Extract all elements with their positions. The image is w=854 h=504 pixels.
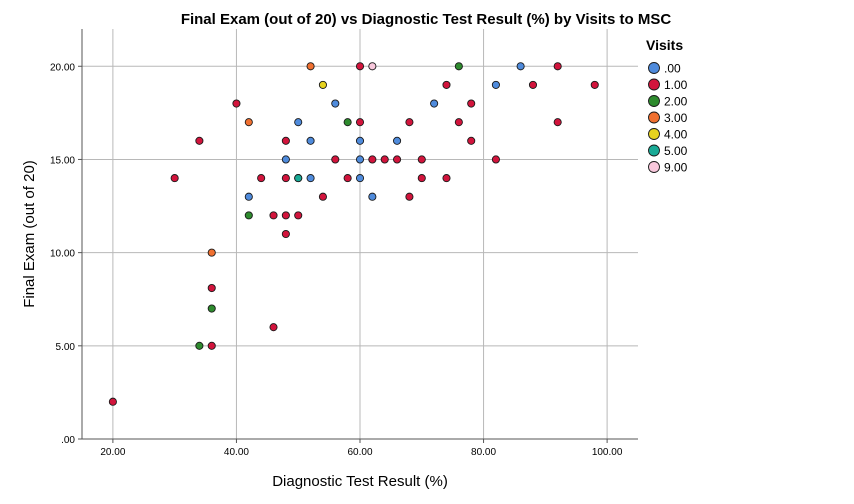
data-point bbox=[306, 62, 315, 71]
data-point bbox=[281, 211, 290, 220]
data-point bbox=[430, 99, 439, 108]
data-point bbox=[368, 62, 377, 71]
y-ticks: .00 5.00 10.00 15.00 20.00 bbox=[50, 62, 82, 446]
data-point bbox=[108, 397, 117, 406]
legend-label: 2.00 bbox=[664, 95, 688, 109]
legend-label: 5.00 bbox=[664, 144, 688, 158]
x-tick-label: 40.00 bbox=[224, 447, 249, 458]
data-point bbox=[244, 211, 253, 220]
data-point bbox=[491, 155, 500, 164]
data-point bbox=[269, 211, 278, 220]
data-point bbox=[257, 174, 266, 183]
data-point bbox=[331, 99, 340, 108]
y-tick-label: .00 bbox=[61, 435, 75, 446]
x-tick-label: 20.00 bbox=[100, 447, 125, 458]
legend-label: 9.00 bbox=[664, 161, 688, 175]
data-point bbox=[232, 99, 241, 108]
data-point bbox=[207, 248, 216, 257]
data-point bbox=[417, 155, 426, 164]
legend-label: 3.00 bbox=[664, 111, 688, 125]
points bbox=[108, 62, 599, 406]
data-point bbox=[195, 136, 204, 145]
data-point bbox=[442, 80, 451, 89]
data-point bbox=[516, 62, 525, 71]
data-point bbox=[343, 118, 352, 127]
data-point bbox=[318, 192, 327, 201]
y-tick-label: 10.00 bbox=[50, 249, 75, 260]
data-point bbox=[355, 155, 365, 164]
legend-label: 1.00 bbox=[664, 78, 688, 92]
data-point bbox=[170, 174, 179, 183]
y-tick-label: 20.00 bbox=[50, 62, 75, 73]
legend-marker bbox=[648, 62, 660, 74]
data-point bbox=[281, 174, 290, 183]
data-point bbox=[553, 118, 562, 127]
data-point bbox=[331, 155, 340, 164]
data-point bbox=[355, 62, 365, 71]
data-point bbox=[207, 341, 216, 350]
x-ticks: 20.00 40.00 60.00 80.00 100.00 bbox=[100, 439, 623, 458]
legend-title: Visits bbox=[646, 37, 683, 53]
data-point bbox=[454, 62, 463, 71]
data-point bbox=[355, 136, 365, 145]
data-point bbox=[393, 136, 402, 145]
data-point bbox=[306, 136, 315, 145]
x-tick-label: 60.00 bbox=[347, 447, 372, 458]
data-point bbox=[355, 118, 365, 127]
data-point bbox=[380, 155, 389, 164]
x-axis-label: Diagnostic Test Result (%) bbox=[272, 473, 448, 490]
data-point bbox=[207, 283, 216, 293]
data-point bbox=[281, 229, 290, 239]
data-point bbox=[417, 174, 426, 183]
y-axis-label: Final Exam (out of 20) bbox=[21, 160, 38, 308]
data-point bbox=[368, 192, 377, 201]
data-point bbox=[306, 174, 315, 183]
legend-label: .00 bbox=[664, 62, 681, 76]
data-point bbox=[467, 136, 476, 145]
legend-marker bbox=[648, 78, 660, 91]
data-point bbox=[590, 80, 599, 89]
legend-marker bbox=[648, 128, 660, 140]
legend-marker bbox=[648, 111, 660, 124]
data-point bbox=[269, 323, 278, 332]
data-point bbox=[281, 136, 290, 145]
data-point bbox=[528, 80, 538, 89]
legend-marker bbox=[648, 161, 660, 173]
data-point bbox=[195, 341, 204, 350]
data-point bbox=[294, 118, 303, 127]
data-point bbox=[454, 118, 463, 127]
data-point bbox=[405, 192, 414, 201]
data-point bbox=[207, 304, 216, 313]
legend-marker bbox=[648, 144, 660, 157]
data-point bbox=[294, 211, 303, 220]
data-point bbox=[405, 118, 414, 127]
legend-marker bbox=[648, 95, 660, 107]
data-point bbox=[318, 80, 327, 89]
y-tick-label: 15.00 bbox=[50, 155, 75, 166]
chart-title: Final Exam (out of 20) vs Diagnostic Tes… bbox=[181, 11, 672, 28]
legend: Visits .00 1.00 2.00 3.00 4.00 5.00 9.00 bbox=[646, 37, 688, 175]
data-point bbox=[491, 80, 500, 89]
data-point bbox=[467, 99, 476, 108]
data-point bbox=[281, 155, 290, 164]
grid bbox=[82, 29, 638, 439]
legend-label: 4.00 bbox=[664, 128, 688, 142]
data-point bbox=[244, 192, 253, 201]
x-tick-label: 80.00 bbox=[471, 447, 496, 458]
x-tick-label: 100.00 bbox=[592, 447, 623, 458]
data-point bbox=[294, 174, 303, 183]
data-point bbox=[244, 118, 253, 127]
data-point bbox=[355, 174, 365, 183]
y-tick-label: 5.00 bbox=[56, 342, 76, 353]
data-point bbox=[343, 174, 352, 183]
data-point bbox=[393, 155, 402, 164]
data-point bbox=[553, 62, 562, 71]
data-point bbox=[368, 155, 377, 164]
data-point bbox=[442, 174, 451, 183]
